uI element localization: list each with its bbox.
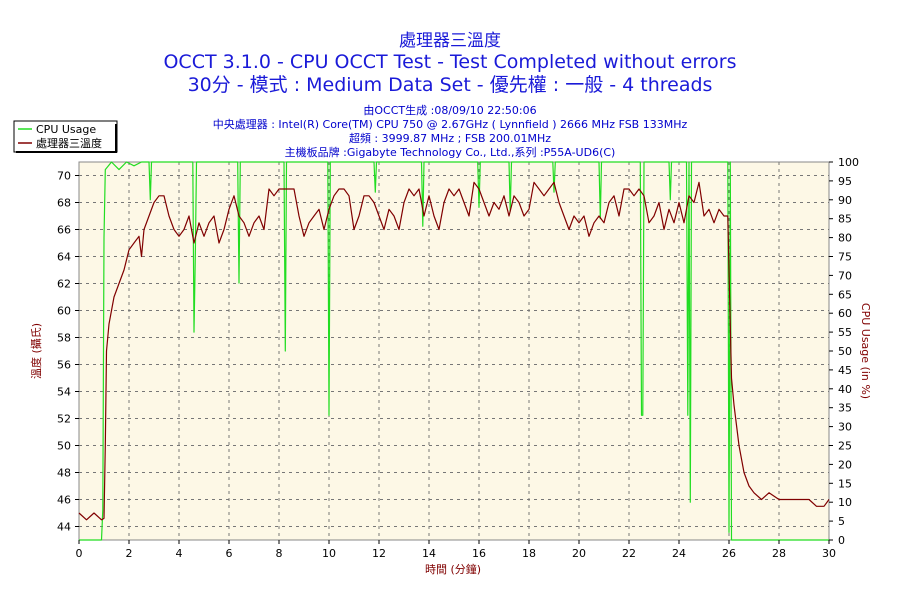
x-tick-label: 14 <box>422 547 436 560</box>
left-tick-label: 68 <box>57 197 71 210</box>
right-tick-label: 90 <box>838 194 852 207</box>
right-tick-label: 80 <box>838 232 852 245</box>
series-line <box>79 161 829 541</box>
right-tick-label: 50 <box>838 345 852 358</box>
legend-label-cpu-usage: CPU Usage <box>36 123 96 136</box>
info-cpu: 中央處理器 : Intel(R) Core(TM) CPU 750 @ 2.67… <box>213 117 688 131</box>
right-tick-label: 85 <box>838 213 852 226</box>
x-tick-label: 0 <box>76 547 83 560</box>
left-tick-label: 50 <box>57 440 71 453</box>
x-axis-label: 時間 (分鐘) <box>425 562 481 576</box>
x-tick-label: 2 <box>126 547 133 560</box>
right-tick-label: 15 <box>838 477 852 490</box>
chart-title-line1: 處理器三溫度 <box>399 31 501 51</box>
right-tick-label: 0 <box>838 534 845 547</box>
series-temperature <box>78 181 830 521</box>
x-tick-label: 28 <box>772 547 786 560</box>
right-axis-ticks: 0 5 10 15 20 25 30 35 40 45 50 55 60 65 70 75 80 85 90 95 10… <box>829 156 859 547</box>
info-generated: 由OCCT生成 :08/09/10 22:50:06 <box>363 103 536 117</box>
right-tick-label: 25 <box>838 440 852 453</box>
left-tick-label: 70 <box>57 170 71 183</box>
left-tick-label: 58 <box>57 332 71 345</box>
left-tick-label: 60 <box>57 305 71 318</box>
x-tick-label: 12 <box>372 547 386 560</box>
right-tick-label: 35 <box>838 402 852 415</box>
right-tick-label: 20 <box>838 458 852 471</box>
x-axis-ticks: 0 2 4 6 8 10 12 14 16 18 20 22 24 26 28 30 <box>76 540 836 560</box>
chart-title-line2: OCCT 3.1.0 - CPU OCCT Test - Test Comple… <box>163 51 736 73</box>
x-tick-label: 30 <box>822 547 836 560</box>
right-tick-label: 40 <box>838 383 852 396</box>
left-tick-label: 52 <box>57 413 71 426</box>
legend-label-temperature: 處理器三溫度 <box>36 136 102 150</box>
left-tick-label: 56 <box>57 359 71 372</box>
x-tick-label: 8 <box>276 547 283 560</box>
right-axis-label: CPU Usage (in %) <box>859 303 872 399</box>
x-tick-label: 26 <box>722 547 736 560</box>
x-tick-label: 20 <box>572 547 586 560</box>
right-tick-label: 45 <box>838 364 852 377</box>
right-tick-label: 5 <box>838 515 845 528</box>
x-tick-label: 10 <box>322 547 336 560</box>
right-tick-label: 65 <box>838 288 852 301</box>
left-tick-label: 44 <box>57 521 71 534</box>
left-tick-label: 48 <box>57 467 71 480</box>
left-tick-label: 64 <box>57 251 71 264</box>
right-tick-label: 70 <box>838 269 852 282</box>
left-axis-ticks: 44 46 48 50 52 54 56 58 60 62 64 66 68 70 <box>57 170 79 534</box>
chart-title-line3: 30分 - 模式 : Medium Data Set - 優先權 : 一般 - … <box>188 74 713 96</box>
left-tick-label: 46 <box>57 494 71 507</box>
left-tick-label: 66 <box>57 224 71 237</box>
series-line <box>78 181 830 521</box>
x-tick-label: 4 <box>176 547 183 560</box>
x-tick-label: 6 <box>226 547 233 560</box>
x-tick-label: 18 <box>522 547 536 560</box>
info-overclock: 超頻 : 3999.87 MHz ; FSB 200.01MHz <box>349 131 551 145</box>
right-tick-label: 30 <box>838 421 852 434</box>
x-tick-label: 16 <box>472 547 486 560</box>
series-cpu-usage <box>79 161 829 541</box>
right-tick-label: 75 <box>838 251 852 264</box>
left-axis-label: 溫度 (攝氏) <box>29 323 43 379</box>
left-tick-label: 62 <box>57 278 71 291</box>
left-tick-label: 54 <box>57 386 71 399</box>
plot-area <box>78 161 830 541</box>
legend-box <box>13 120 118 153</box>
x-tick-label: 22 <box>622 547 636 560</box>
right-tick-label: 60 <box>838 307 852 320</box>
right-tick-label: 10 <box>838 496 852 509</box>
right-tick-label: 55 <box>838 326 852 339</box>
right-tick-label: 95 <box>838 175 852 188</box>
right-tick-label: 100 <box>838 156 859 169</box>
x-tick-label: 24 <box>672 547 686 560</box>
info-motherboard: 主機板品牌 :Gigabyte Technology Co., Ltd.,系列 … <box>285 145 616 159</box>
legend: CPU Usage 處理器三溫度 <box>13 120 118 153</box>
